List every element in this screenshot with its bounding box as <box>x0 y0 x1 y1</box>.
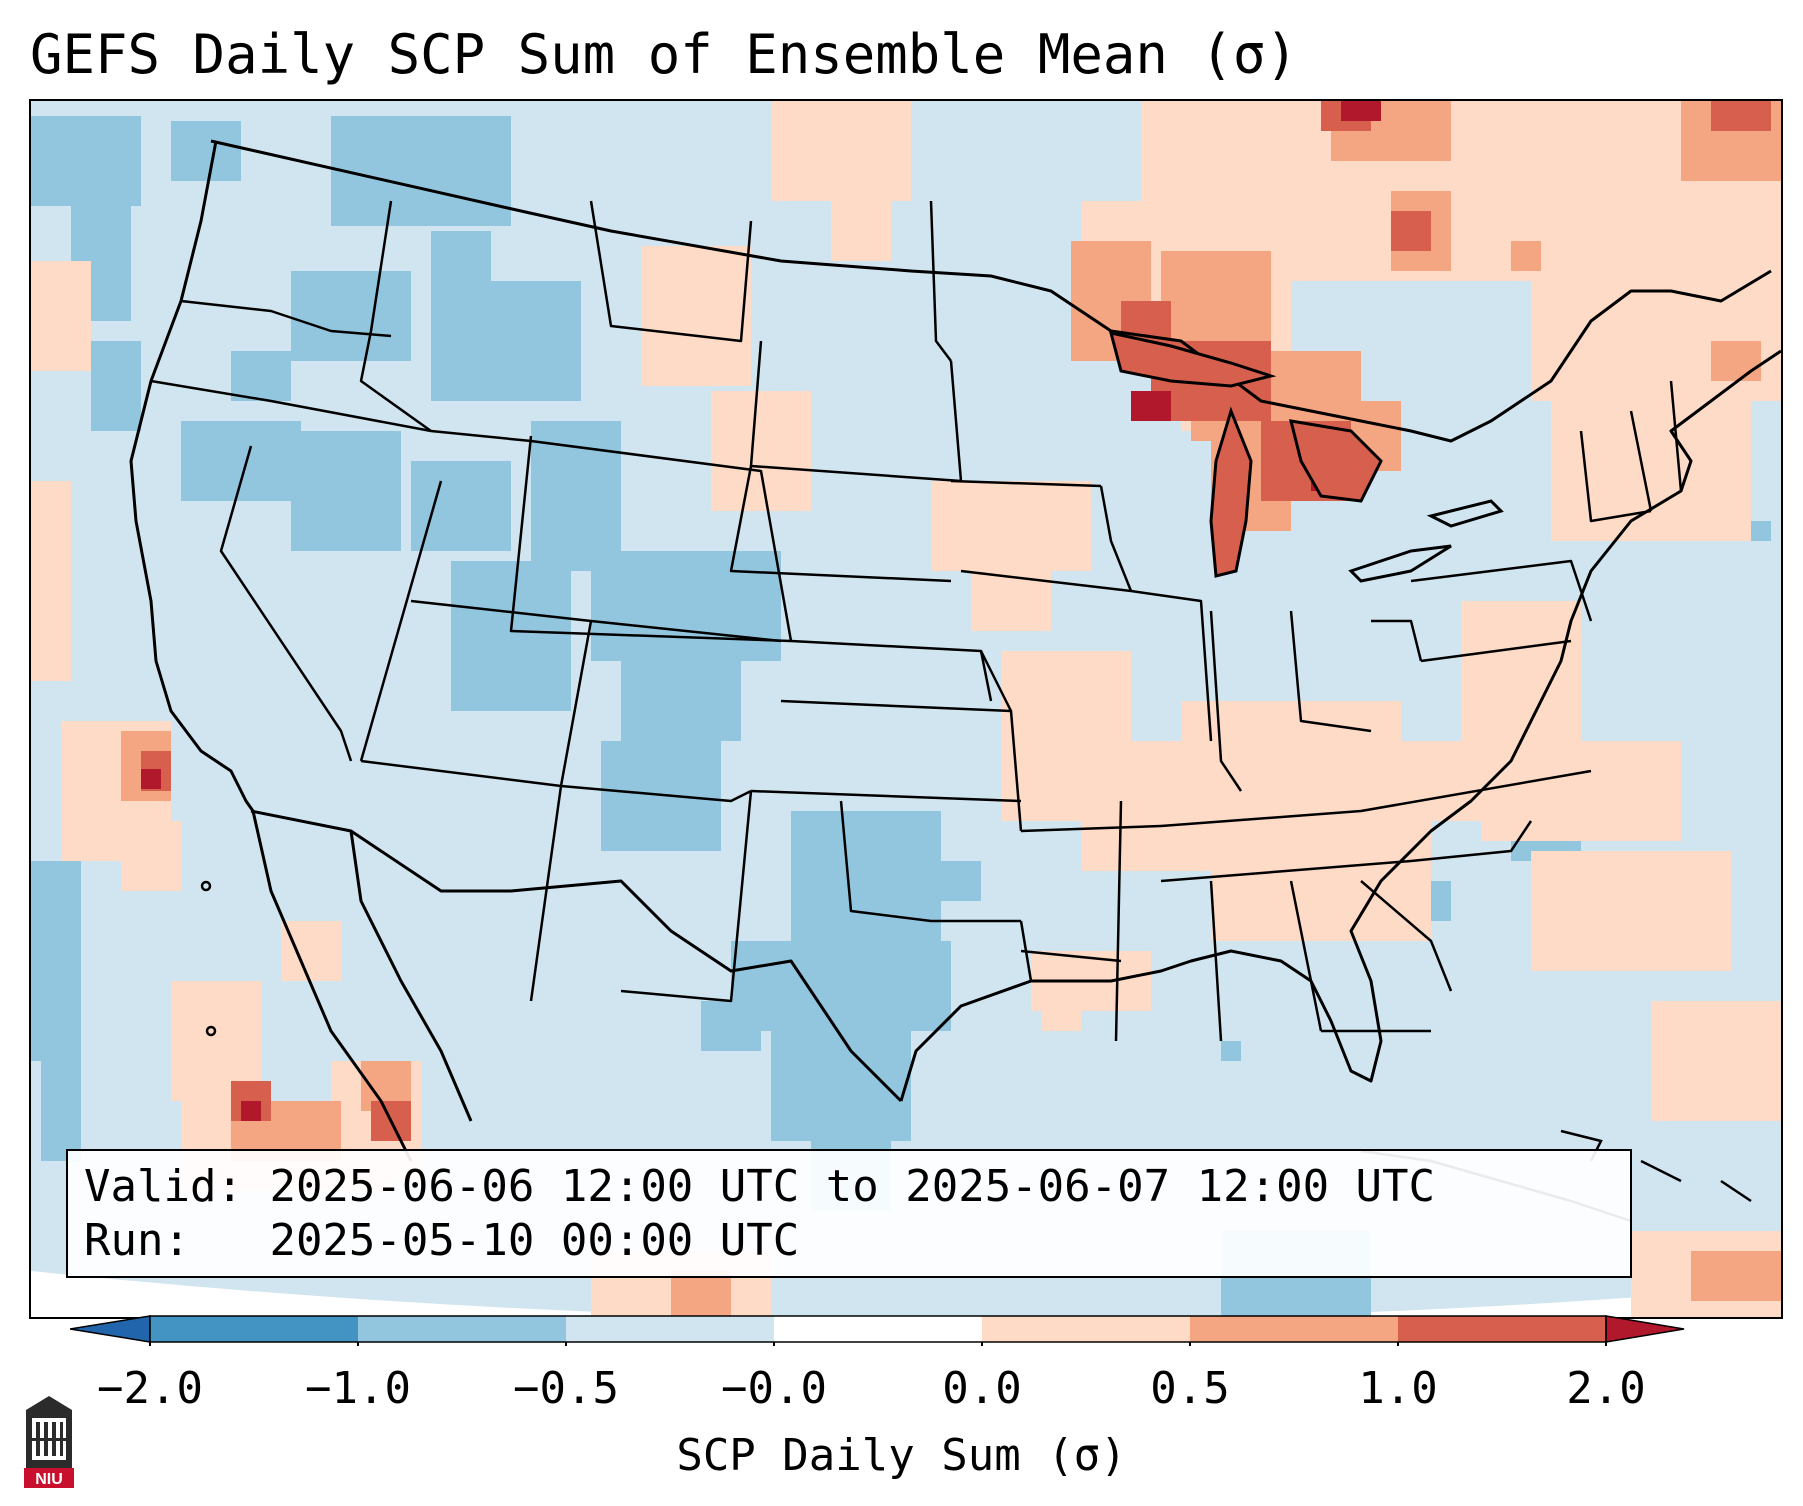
colorbar-over-extension <box>1605 1315 1685 1343</box>
colorbar-tick-label: 0.5 <box>1150 1363 1230 1414</box>
colorbar-segment <box>774 1316 982 1342</box>
valid-label: Valid: <box>84 1161 243 1212</box>
niu-logo: NIU <box>24 1396 74 1488</box>
run-label: Run: <box>84 1215 190 1266</box>
colorbar-outline <box>149 1315 1607 1343</box>
scp-field-map <box>31 101 1781 1317</box>
country-borders <box>210 139 1772 1103</box>
colorbar-segment <box>566 1316 774 1342</box>
colorbar-under-extension <box>70 1315 151 1343</box>
colorbar-segment <box>150 1316 358 1342</box>
valid-line: Valid: 2025-06-06 12:00 UTC to 2025-06-0… <box>84 1162 1435 1212</box>
positive-low-patches <box>31 101 1781 1317</box>
valid-run-info-box: Valid: 2025-06-06 12:00 UTC to 2025-06-0… <box>66 1149 1632 1278</box>
colorbar-segment <box>358 1316 566 1342</box>
colorbar-tick-label: 1.0 <box>1358 1363 1438 1414</box>
colorbar-segment <box>1190 1316 1398 1342</box>
colorbar-segment <box>1398 1316 1606 1342</box>
colorbar-tick-label: −2.0 <box>97 1363 203 1414</box>
colorbar-tick-label: 0.0 <box>942 1363 1022 1414</box>
colorbar-tick-label: 2.0 <box>1566 1363 1646 1414</box>
map-title: GEFS Daily SCP Sum of Ensemble Mean (σ) <box>30 23 1298 86</box>
run-line: Run: 2025-05-10 00:00 UTC <box>84 1216 799 1266</box>
colorbar-tick-label: −0.0 <box>721 1363 827 1414</box>
colorbar-tick-label: −1.0 <box>305 1363 411 1414</box>
colorbar <box>70 1315 1685 1346</box>
map-panel <box>29 99 1783 1319</box>
great-lakes <box>1108 331 1504 583</box>
valid-value: 2025-06-06 12:00 UTC to 2025-06-07 12:00… <box>269 1161 1436 1212</box>
colorbar-segment <box>982 1316 1190 1342</box>
state-borders <box>150 200 1683 1042</box>
run-value: 2025-05-10 00:00 UTC <box>269 1215 800 1266</box>
colorbar-tick-label: −0.5 <box>513 1363 619 1414</box>
colorbar-label: SCP Daily Sum (σ) <box>676 1430 1127 1481</box>
logo-text: NIU <box>35 1471 63 1488</box>
negative-anomaly-patches <box>31 116 1771 1317</box>
